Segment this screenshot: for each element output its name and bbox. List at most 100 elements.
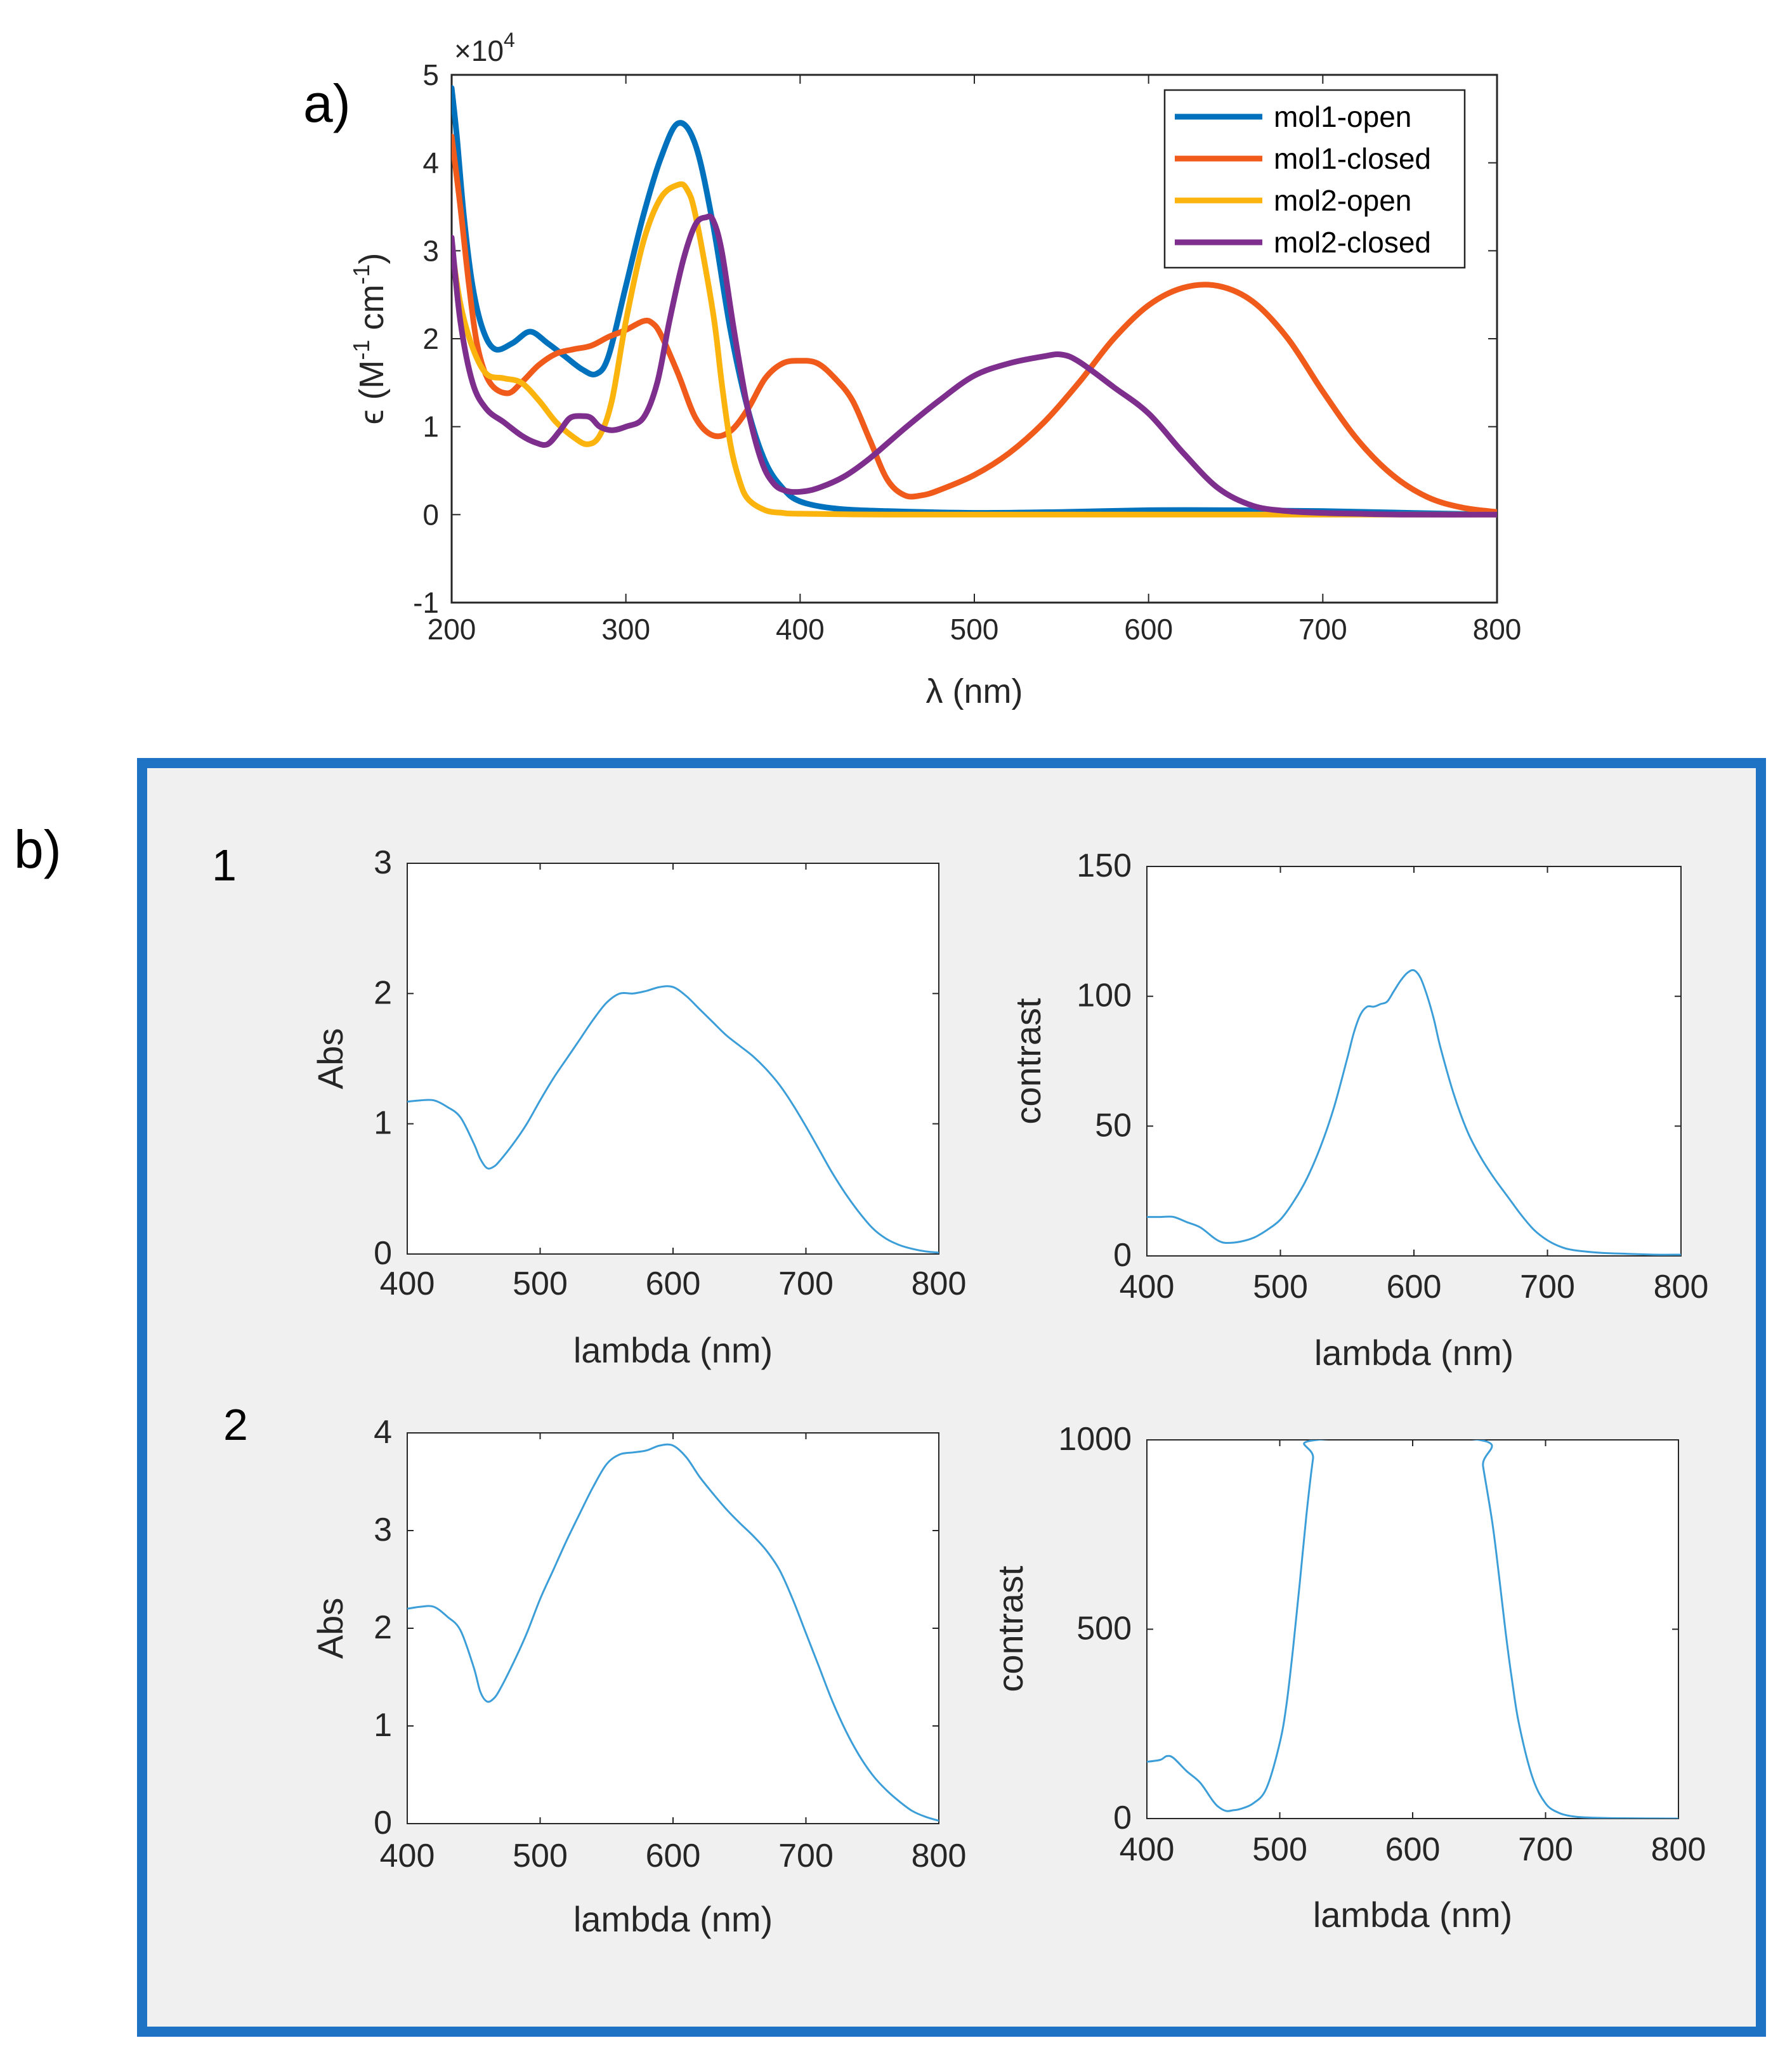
x-tick-label: 400 bbox=[380, 1265, 435, 1302]
chart-b1-abs: 400 500 600 700 800 0 1 2 3 lambda (nm) Abs bbox=[310, 844, 966, 1370]
y-tick-label: 1 bbox=[374, 1105, 392, 1142]
series-line-contrast bbox=[1147, 1440, 1678, 1819]
chart-a-legend: mol1-open mol1-closed mol2-open mol2-closed bbox=[1163, 89, 1466, 269]
x-tick-label: 600 bbox=[646, 1838, 701, 1874]
y-tick-label: 1 bbox=[374, 1707, 392, 1744]
chart-b2-contrast-axes-box bbox=[1146, 1439, 1679, 1819]
chart-a-series bbox=[452, 85, 1497, 518]
x-tick-label: 800 bbox=[912, 1265, 967, 1302]
y-tick-label: 4 bbox=[422, 147, 439, 180]
y-tick-label: 1 bbox=[422, 410, 439, 443]
chart-b1-contrast-series bbox=[1147, 969, 1681, 1256]
x-tick-label: 800 bbox=[1654, 1269, 1709, 1305]
y-tick-label: 4 bbox=[374, 1414, 392, 1451]
y-tick-label: 100 bbox=[1076, 977, 1132, 1014]
chart-b2-contrast-x-label: lambda (nm) bbox=[1313, 1895, 1512, 1935]
y-tick-label: 2 bbox=[422, 322, 439, 355]
x-tick-label: 500 bbox=[513, 1265, 568, 1302]
x-tick-label: 700 bbox=[778, 1838, 834, 1874]
chart-a-x-label: λ (nm) bbox=[926, 672, 1023, 710]
chart-b1-abs-x-label: lambda (nm) bbox=[573, 1330, 773, 1370]
x-tick-label: 600 bbox=[1387, 1269, 1442, 1305]
x-tick-label: 800 bbox=[1651, 1831, 1706, 1868]
chart-a-ticks: 200 300 400 500 600 700 800 -1 0 1 2 3 4 5 bbox=[413, 58, 1521, 646]
y-tick-label: 500 bbox=[1076, 1611, 1132, 1647]
x-tick-label: 300 bbox=[601, 613, 650, 646]
chart-b2-abs-x-label: lambda (nm) bbox=[573, 1899, 773, 1939]
x-tick-label: 700 bbox=[1298, 613, 1347, 646]
chart-b2-abs-ticks: 400 500 600 700 800 0 1 2 3 4 bbox=[374, 1414, 966, 1874]
x-tick-label: 500 bbox=[1252, 1831, 1307, 1868]
panel-a-label: a) bbox=[303, 74, 351, 133]
chart-a-y-multiplier: ×104 bbox=[454, 29, 515, 67]
series-line-mol1-open bbox=[452, 85, 1497, 518]
panel-b-label: b) bbox=[14, 820, 62, 879]
chart-a-legend-entries: mol1-open mol1-closed mol2-open mol2-closed bbox=[1175, 100, 1431, 259]
y-tick-label: 50 bbox=[1095, 1107, 1132, 1144]
chart-b1-abs-series bbox=[407, 985, 939, 1254]
y-tick-label: 2 bbox=[374, 1609, 392, 1646]
x-tick-label: 700 bbox=[778, 1265, 834, 1302]
x-tick-label: 400 bbox=[1120, 1831, 1175, 1868]
chart-b2-contrast-series bbox=[1147, 1440, 1678, 1819]
y-tick-label: 0 bbox=[422, 498, 439, 531]
chart-a-y-label: ϵ (M-1 cm-1) bbox=[348, 253, 391, 425]
series-line-Abs bbox=[407, 985, 939, 1254]
chart-b1-contrast-y-label: contrast bbox=[1008, 998, 1048, 1125]
x-tick-label: 500 bbox=[950, 613, 999, 646]
y-tick-label: 3 bbox=[374, 1512, 392, 1548]
x-tick-label: 600 bbox=[1385, 1831, 1441, 1868]
x-tick-label: 500 bbox=[1253, 1269, 1308, 1305]
y-tick-label: 1000 bbox=[1058, 1421, 1132, 1458]
x-tick-label: 400 bbox=[776, 613, 825, 646]
legend-label-mol2-closed: mol2-closed bbox=[1274, 226, 1431, 259]
chart-b1-abs-ticks: 400 500 600 700 800 0 1 2 3 bbox=[374, 844, 966, 1302]
chart-b2-contrast-ticks: 400 500 600 700 800 0 500 1000 bbox=[1058, 1421, 1706, 1868]
y-tick-label: 150 bbox=[1076, 847, 1132, 884]
chart-b1-abs-y-label: Abs bbox=[310, 1028, 350, 1090]
chart-b1-contrast-ticks: 400 500 600 700 800 0 50 100 150 bbox=[1076, 847, 1708, 1305]
y-tick-label: 2 bbox=[374, 974, 392, 1011]
series-line-Abs bbox=[407, 1443, 939, 1822]
chart-a-legend-box bbox=[1163, 89, 1466, 269]
x-tick-label: 200 bbox=[428, 613, 476, 646]
chart-b2-abs-axes-box bbox=[407, 1432, 939, 1824]
chart-b2-abs: 400 500 600 700 800 0 1 2 3 4 lambda (nm) Abs bbox=[310, 1414, 966, 1939]
legend-label-mol2-open: mol2-open bbox=[1274, 184, 1411, 217]
x-tick-label: 400 bbox=[1120, 1269, 1175, 1305]
legend-label-mol1-closed: mol1-closed bbox=[1274, 142, 1431, 175]
chart-b2-contrast: 400 500 600 700 800 0 500 1000 lambda (nm) cont… bbox=[990, 1421, 1706, 1935]
chart-b1-contrast-axes-box bbox=[1146, 866, 1682, 1257]
row-label-2: 2 bbox=[223, 1400, 248, 1449]
y-tick-label: 5 bbox=[422, 58, 439, 91]
y-tick-label: 0 bbox=[374, 1805, 392, 1841]
y-tick-label: -1 bbox=[413, 586, 439, 619]
series-line-mol2-open bbox=[452, 181, 1497, 518]
row-label-1: 1 bbox=[212, 840, 237, 890]
x-tick-label: 800 bbox=[1473, 613, 1522, 646]
x-tick-label: 400 bbox=[380, 1838, 435, 1874]
y-tick-label: 3 bbox=[422, 234, 439, 267]
y-tick-label: 0 bbox=[1113, 1800, 1132, 1836]
x-tick-label: 800 bbox=[912, 1838, 967, 1874]
y-tick-label: 0 bbox=[1113, 1237, 1132, 1274]
chart-b1-contrast: 400 500 600 700 800 0 50 100 150 lambda (nm) con… bbox=[1008, 847, 1708, 1373]
x-tick-label: 700 bbox=[1518, 1831, 1573, 1868]
chart-b2-abs-series bbox=[407, 1443, 939, 1822]
chart-b2-abs-y-label: Abs bbox=[310, 1598, 350, 1659]
series-line-mol1-closed bbox=[452, 133, 1497, 515]
x-tick-label: 700 bbox=[1520, 1269, 1575, 1305]
chart-b2-contrast-y-label: contrast bbox=[990, 1565, 1030, 1692]
chart-b1-contrast-x-label: lambda (nm) bbox=[1314, 1333, 1514, 1373]
x-tick-label: 600 bbox=[1124, 613, 1173, 646]
series-line-mol2-closed bbox=[452, 213, 1497, 518]
chart-a: 200 300 400 500 600 700 800 -1 0 1 2 3 4 5 ×104 λ (nm… bbox=[348, 29, 1521, 710]
y-tick-label: 0 bbox=[374, 1235, 392, 1272]
legend-label-mol1-open: mol1-open bbox=[1274, 100, 1411, 133]
chart-b1-abs-axes-box bbox=[407, 863, 939, 1255]
y-tick-label: 3 bbox=[374, 844, 392, 881]
x-tick-label: 500 bbox=[513, 1838, 568, 1874]
x-tick-label: 600 bbox=[646, 1265, 701, 1302]
series-line-contrast bbox=[1147, 969, 1681, 1256]
